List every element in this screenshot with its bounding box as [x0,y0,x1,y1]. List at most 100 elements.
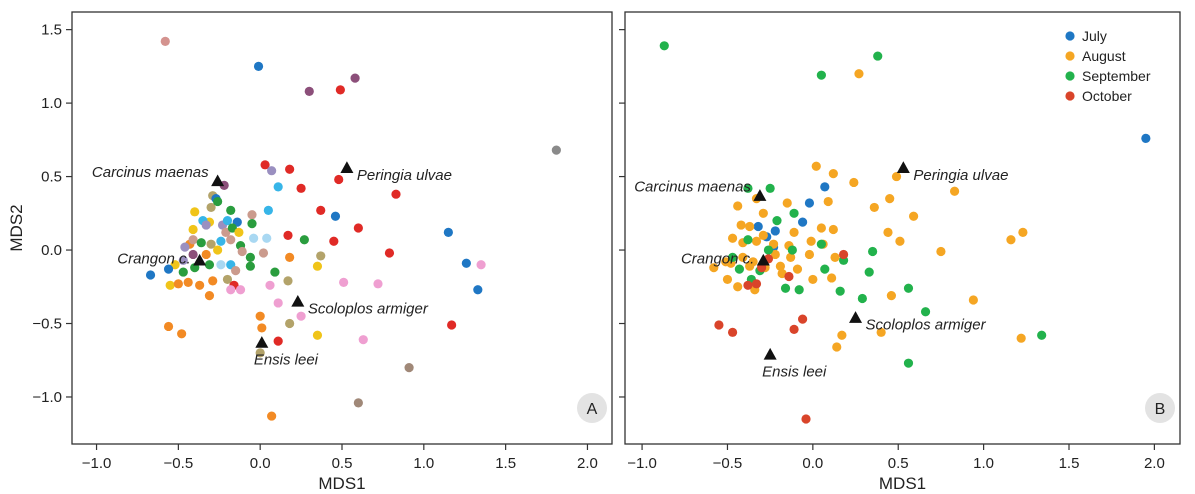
data-point-october [714,320,724,330]
data-point-sample [285,164,295,174]
data-point-sample [273,336,283,346]
data-point-sample [283,276,293,286]
plot-frame [71,11,613,445]
x-tick-label: −0.5 [713,455,743,472]
data-point-sample [391,189,401,199]
data-point-sample [316,251,326,261]
data-point-sample [237,246,247,257]
data-point-september [920,307,931,317]
data-point-september [903,358,914,368]
x-tick-label: 1.0 [973,455,994,472]
panel-label: A [587,401,598,418]
data-point-sample [247,218,257,229]
data-point-sample [304,86,314,96]
data-point-august [832,342,842,352]
species-label: Ensis leei [254,352,319,369]
data-point-august [789,227,799,238]
data-point-august [886,290,897,301]
data-point-sample [335,85,345,95]
species-marker [896,161,910,173]
data-point-sample [188,235,198,245]
data-point-sample [226,285,236,295]
data-point-september [864,267,874,277]
data-point-august [733,282,743,292]
data-point-september [903,283,914,293]
data-point-sample [299,235,309,245]
data-point-september [743,235,753,245]
data-point-sample [249,233,259,243]
data-point-august [823,196,833,207]
data-point-august [727,233,738,243]
data-point-sample [334,174,344,185]
species-marker [255,336,269,348]
data-point-october [798,314,808,324]
species-marker [340,161,354,173]
data-point-sample [222,216,233,226]
data-point-sample [216,236,226,246]
data-point-august [770,249,780,260]
data-point-july [804,198,815,208]
data-point-sample [201,220,211,230]
data-point-august [804,249,815,260]
data-point-september [794,285,804,295]
data-point-september [835,286,845,296]
data-point-october [838,249,849,260]
data-point-sample [204,290,215,301]
data-point-sample [178,255,188,265]
y-tick-label: −0.5 [32,316,62,333]
data-point-sample [247,210,257,220]
data-point-sample [273,182,283,192]
data-point-sample [227,223,237,233]
data-point-september [1037,330,1047,340]
data-point-september [763,245,774,255]
species-marker [291,294,305,307]
data-point-september [868,246,878,257]
data-point-october [751,279,762,289]
data-point-august [811,161,821,171]
data-point-sample [253,61,264,71]
species-label: Ensis leei [762,363,827,380]
data-point-september [743,183,753,193]
data-point-august [828,169,838,179]
data-point-sample [257,323,267,333]
x-axis-title: MDS1 [879,474,926,493]
data-point-sample [260,160,270,170]
data-point-september [734,264,745,274]
x-axis-title: MDS1 [318,474,365,493]
x-tick-label: 0.0 [802,455,823,472]
data-point-sample [270,267,280,277]
data-point-sample [216,260,226,270]
species-label: Scoloplos armiger [866,317,987,334]
species-marker [211,174,225,187]
species-marker [763,347,777,360]
data-point-july [753,221,763,232]
data-point-september [816,239,826,249]
data-point-august [895,236,905,246]
y-tick-label: 1.0 [41,95,62,112]
panel-b: −1.0 −0.5 0.0 0.5 1.0 1.5 2.0 MDS1 Carcinus maen… [619,11,1181,493]
data-point-september [765,183,775,193]
data-point-sample [226,235,236,245]
data-point-august [782,198,792,208]
species-label: Carcinus maenas [92,164,209,181]
species-label: Peringia ulvae [357,167,452,184]
legend-label: October [1082,88,1132,104]
panel-label-badge [577,393,607,423]
data-point-october [784,271,794,282]
panel-label-badge [1145,393,1175,423]
y-tick-label: 1.5 [41,22,62,39]
data-point-sample [234,227,244,238]
legend-marker [1065,91,1075,101]
species-marker [756,253,770,266]
data-point-august [837,330,847,340]
data-point-sample [213,196,223,207]
data-point-august [936,246,946,257]
data-point-sample [473,285,483,295]
data-point-october [801,414,811,424]
data-point-sample [173,279,183,289]
data-point-sample [384,248,395,258]
data-point-sample [447,320,457,330]
data-point-october [727,327,738,337]
data-point-september [772,216,782,226]
